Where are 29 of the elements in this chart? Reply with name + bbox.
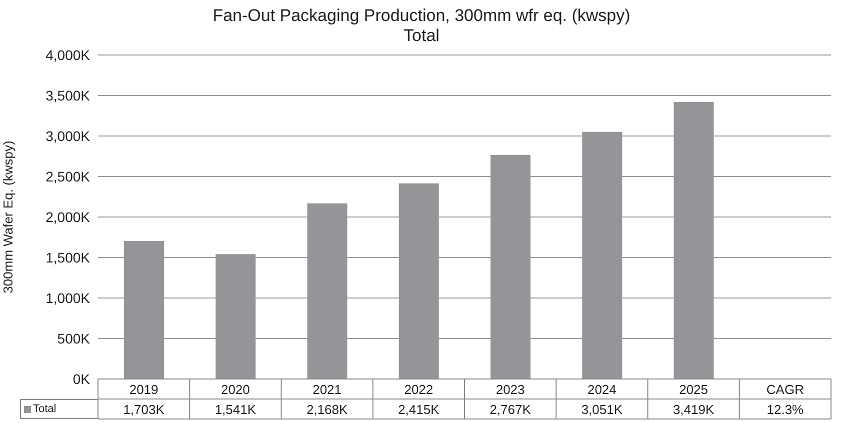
chart-title: Fan-Out Packaging Production, 300mm wfr eq. (kwspy) [212, 6, 632, 26]
x-tick-label: 2025 [679, 382, 708, 397]
data-label: 1,541K [214, 402, 256, 417]
data-label: 3,051K [581, 402, 623, 417]
y-tick-label: 3,500K [46, 87, 91, 104]
y-tick-label: 2,500K [46, 168, 91, 184]
data-label: 2,168K [306, 402, 348, 417]
x-tick-label: 2024 [587, 382, 616, 397]
text: 12.3% [766, 402, 804, 417]
x-tick-label: 2019 [129, 382, 158, 397]
data-label: 2,767K [490, 402, 532, 417]
y-tick-label: 1,500K [46, 249, 91, 266]
y-tick-label: 2,000K [46, 208, 91, 225]
y-axis-title: 300mm Wafer Eq. (kwspy) [0, 140, 16, 294]
legend-label: Total [33, 403, 56, 415]
x-tick-label: 2023 [496, 382, 525, 397]
y-tick-label: 4,000K [46, 46, 91, 63]
x-tick-label: CAGR [766, 382, 804, 397]
x-tick-label: 2020 [220, 382, 250, 397]
data-label: 1,703K [123, 402, 165, 417]
data-label: 2,415K [398, 402, 440, 417]
y-tick-label: 0K [72, 370, 91, 387]
y-tick-label: 500K [57, 330, 91, 346]
chart-subtitle: Total [402, 26, 440, 46]
y-tick-label: 1,000K [46, 290, 91, 306]
x-tick-label: 2022 [404, 382, 434, 397]
data-label: 3,419K [672, 402, 714, 417]
y-tick-label: 3,000K [46, 128, 91, 144]
x-tick-label: 2021 [312, 382, 342, 397]
